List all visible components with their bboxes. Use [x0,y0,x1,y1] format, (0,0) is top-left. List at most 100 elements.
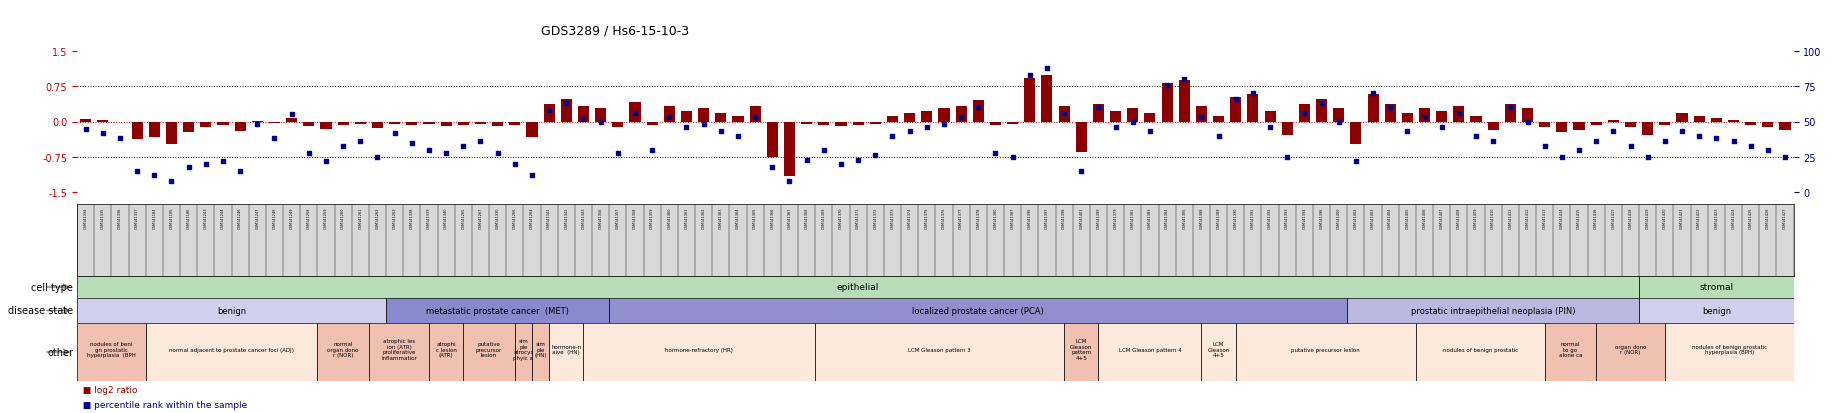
Text: organ dono
r (NOR): organ dono r (NOR) [1614,344,1647,355]
Bar [1453,107,1465,122]
Text: GSM141258: GSM141258 [306,206,310,228]
Text: GSM141410: GSM141410 [1491,206,1495,228]
Text: GSM141423: GSM141423 [1715,206,1718,228]
Bar [1196,107,1207,122]
Point [1616,143,1645,150]
Bar [1640,276,1794,298]
Bar [1298,104,1309,122]
Point [1014,72,1044,79]
Bar [510,122,521,126]
Bar [818,122,829,126]
Point [552,100,581,107]
Bar [939,109,950,122]
Text: GSM141247: GSM141247 [255,206,259,228]
Point [946,115,976,121]
Bar [405,122,418,126]
Bar [385,298,609,323]
Bar [834,122,847,127]
Bar [715,114,726,122]
Bar [1608,120,1619,122]
Text: GSM141397: GSM141397 [1045,206,1049,228]
Point [380,130,409,137]
Point [156,178,185,185]
Bar [424,122,435,125]
Text: GSM141369: GSM141369 [822,206,825,228]
Point [1084,105,1113,112]
Text: cell type: cell type [31,282,73,292]
Text: GSM141356: GSM141356 [598,206,603,228]
Point [1718,139,1748,145]
Point [517,173,547,179]
Point [345,139,374,145]
Text: GSM141406: GSM141406 [1423,206,1427,228]
Point [860,153,889,159]
Bar [1665,323,1794,381]
Bar [251,121,262,122]
Bar [77,323,145,381]
Point [1392,129,1421,135]
Point [1341,159,1370,165]
Point [1289,110,1319,117]
Bar [1762,122,1773,128]
Point [827,161,856,168]
Bar [1596,323,1665,381]
Point [1478,139,1508,145]
Bar [337,122,348,126]
Point [1187,115,1216,121]
Point [1548,154,1577,161]
Text: GSM141343: GSM141343 [581,206,585,228]
Bar [783,122,794,176]
Text: GSM141339: GSM141339 [427,206,431,228]
Bar [732,116,743,122]
Point [1581,139,1610,145]
Point [174,164,204,171]
Bar [440,122,451,127]
Bar [1471,116,1482,122]
Point [1203,133,1232,140]
Point [88,130,117,137]
Bar [594,109,607,122]
Point [501,161,530,168]
Bar [1436,112,1447,122]
Text: GSM141330: GSM141330 [495,206,499,228]
Bar [1640,298,1794,323]
Text: GSM141426: GSM141426 [1766,206,1770,228]
Point [757,164,787,171]
Text: GSM141259: GSM141259 [325,206,328,228]
Point [1462,133,1491,140]
Point [482,150,512,157]
Text: prostatic intraepithelial neoplasia (PIN): prostatic intraepithelial neoplasia (PIN… [1410,306,1575,315]
Text: GSM141378: GSM141378 [976,206,979,228]
Text: GSM141184: GSM141184 [152,206,156,228]
Bar [1110,112,1121,122]
Point [1170,76,1199,83]
Point [312,159,341,165]
Text: GSM141264: GSM141264 [530,206,534,228]
Text: GSM141393: GSM141393 [1286,206,1289,228]
Point [242,122,271,128]
Text: GSM141422: GSM141422 [1696,206,1702,228]
Text: other: other [48,347,73,357]
Point [809,147,838,154]
Text: GSM141372: GSM141372 [873,206,877,228]
Text: GSM141358: GSM141358 [633,206,636,228]
Bar [1128,109,1139,122]
Text: hormone-n
aive  (HN): hormone-n aive (HN) [552,344,581,355]
Text: GSM141403: GSM141403 [1372,206,1376,228]
Bar [548,323,583,381]
Point [1564,147,1594,154]
Text: GSM141365: GSM141365 [754,206,757,228]
Text: GSM141387: GSM141387 [1011,206,1014,228]
Text: sim
ple
(HN): sim ple (HN) [534,341,547,358]
Text: GSM141392: GSM141392 [1267,206,1273,228]
Bar [629,102,640,122]
Text: normal
organ dono
r (NOR): normal organ dono r (NOR) [326,341,359,358]
Text: GSM141427: GSM141427 [1783,206,1786,228]
Text: GSM141370: GSM141370 [838,206,844,228]
Point [1308,100,1337,107]
Point [569,116,598,123]
Point [1359,91,1388,97]
Text: GSM141357: GSM141357 [616,206,620,228]
Point [1100,125,1130,131]
Bar [1660,122,1671,126]
